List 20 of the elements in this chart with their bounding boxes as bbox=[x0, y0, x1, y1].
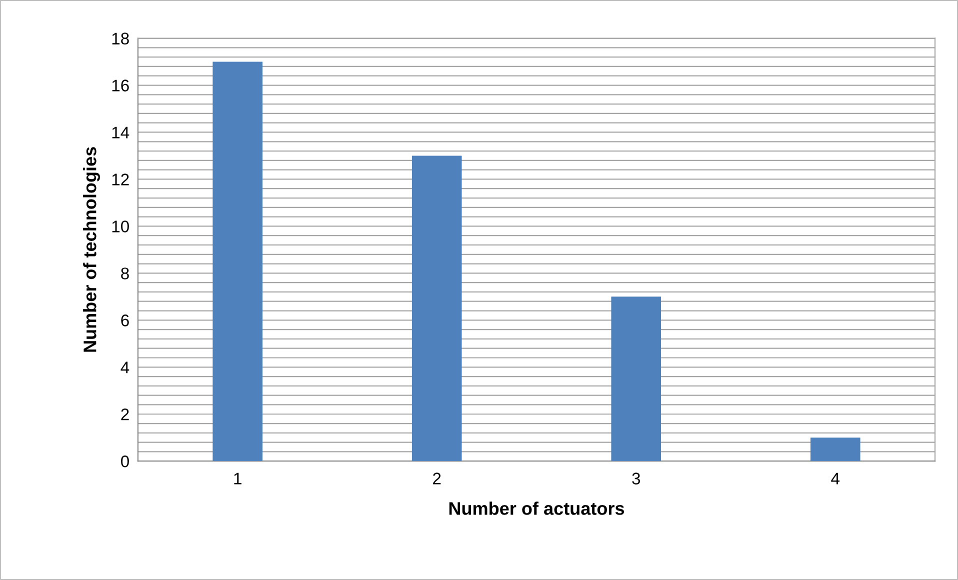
y-tick-label: 0 bbox=[121, 456, 129, 468]
y-tick-label: 2 bbox=[121, 408, 129, 420]
x-tick-label: 1 bbox=[234, 472, 242, 484]
x-tick-label: 3 bbox=[632, 472, 640, 484]
y-axis-title: Number of technologies bbox=[83, 147, 100, 352]
x-tick-label: 4 bbox=[831, 472, 840, 484]
y-tick-label: 4 bbox=[120, 362, 130, 374]
y-tick-label: 16 bbox=[112, 80, 129, 92]
x-tick-label: 2 bbox=[433, 472, 441, 484]
y-tick-label: 10 bbox=[112, 220, 129, 232]
bar bbox=[611, 296, 662, 462]
y-tick-label: 18 bbox=[112, 32, 129, 44]
y-tick-label: 8 bbox=[121, 268, 129, 280]
y-tick-label: 14 bbox=[112, 126, 130, 138]
x-axis-title: Number of actuators bbox=[449, 502, 624, 515]
y-tick-label: 12 bbox=[112, 174, 129, 186]
bar bbox=[412, 156, 462, 462]
bar bbox=[810, 438, 860, 462]
bar bbox=[212, 62, 262, 462]
y-tick-label: 6 bbox=[121, 314, 129, 326]
